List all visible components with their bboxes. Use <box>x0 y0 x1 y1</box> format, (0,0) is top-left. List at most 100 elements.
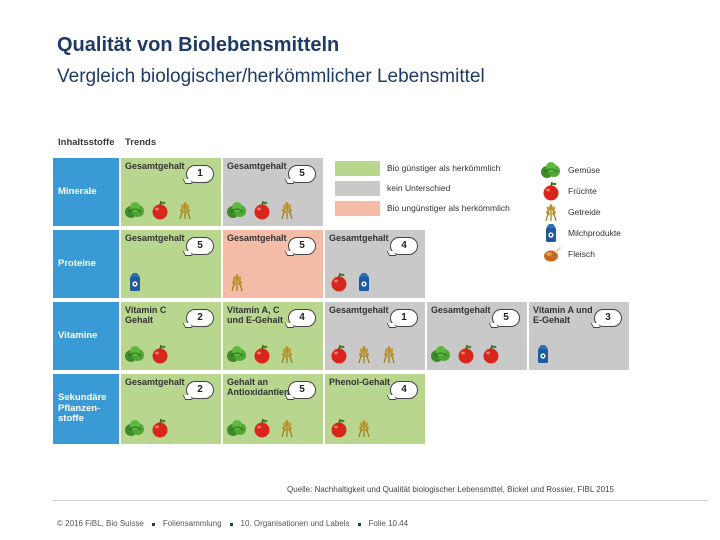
footer-collection: Foliensammlung <box>162 519 222 528</box>
grain-icon <box>174 200 196 220</box>
vegetable-icon <box>124 200 146 220</box>
trend-cell: Vitamin C Gehalt 2 <box>121 302 221 370</box>
trend-cell: Gesamtgehalt 5 <box>223 158 323 226</box>
food-icons <box>124 344 171 364</box>
score-bubble: 4 <box>288 309 316 327</box>
score-bubble: 5 <box>288 165 316 183</box>
meat-icon <box>540 244 562 264</box>
fruit-icon <box>328 272 350 292</box>
grain-icon <box>378 344 400 364</box>
food-icons <box>124 272 146 292</box>
legend-label-grains: Getreide <box>568 207 601 217</box>
grain-icon <box>276 200 298 220</box>
dairy-icon <box>540 223 562 243</box>
dairy-icon <box>124 272 146 292</box>
score-bubble: 2 <box>186 309 214 327</box>
grain-icon <box>353 418 375 438</box>
fruit-icon <box>251 344 273 364</box>
fruit-icon <box>328 418 350 438</box>
score-bubble: 4 <box>390 237 418 255</box>
legend-text-no-difference: kein Unterschied <box>387 183 451 193</box>
food-icons <box>328 344 400 364</box>
legend-label-meat: Fleisch <box>568 249 595 259</box>
score-bubble: 5 <box>288 381 316 399</box>
footer-separator <box>357 523 361 526</box>
row-label-secondary-compounds: Sekundäre Pflanzen-stoffe <box>53 374 119 444</box>
grain-icon <box>276 344 298 364</box>
food-icons <box>226 344 298 364</box>
score-bubble: 1 <box>390 309 418 327</box>
slide-title: Qualität von Biolebensmitteln <box>57 34 340 56</box>
score-bubble: 5 <box>186 237 214 255</box>
row-label-proteins: Proteine <box>53 230 119 298</box>
trend-cell: Gesamtgehalt 1 <box>121 158 221 226</box>
footer-separator <box>151 523 155 526</box>
trend-cell: Gesamtgehalt 5 <box>121 230 221 298</box>
footer-separator <box>229 523 233 526</box>
legend-swatch-no-difference <box>335 181 380 196</box>
trend-cell: Gesamtgehalt 2 <box>121 374 221 444</box>
legend-swatch-worse <box>335 201 380 216</box>
food-icons <box>226 200 298 220</box>
trend-cell: Gesamtgehalt 5 <box>223 230 323 298</box>
trend-cell: Gesamtgehalt 1 <box>325 302 425 370</box>
legend-item-fruits: Früchte <box>540 181 597 201</box>
fruit-icon <box>149 200 171 220</box>
food-icons <box>532 344 554 364</box>
trend-cell: Gehalt an Antioxidantien 5 <box>223 374 323 444</box>
vegetable-icon <box>540 160 562 180</box>
trend-cell-label: Gesamtgehalt <box>431 305 491 315</box>
footer-slide-number: Folie 10.44 <box>368 519 409 528</box>
slide-subtitle: Vergleich biologischer/herkömmlicher Leb… <box>57 66 485 87</box>
fruit-icon <box>480 344 502 364</box>
legend-label-dairy: Milchprodukte <box>568 228 621 238</box>
score-bubble: 2 <box>186 381 214 399</box>
grain-icon <box>540 202 562 222</box>
trend-cell-label: Gehalt an Antioxidantien <box>227 377 290 397</box>
food-icons <box>226 272 248 292</box>
column-header-ingredients: Inhaltsstoffe <box>58 137 115 148</box>
vegetable-icon <box>226 200 248 220</box>
vegetable-icon <box>124 418 146 438</box>
fruit-icon <box>149 344 171 364</box>
trend-cell-label: Gesamtgehalt <box>227 161 287 171</box>
row-label-minerals: Minerale <box>53 158 119 226</box>
fruit-icon <box>251 200 273 220</box>
trend-cell-label: Phenol-Gehalt <box>329 377 391 387</box>
trend-cell-label: Vitamin A und E-Gehalt <box>533 305 593 325</box>
fruit-icon <box>455 344 477 364</box>
footer-copyright: © 2016 FiBL, Bio Suisse <box>57 519 144 528</box>
vegetable-icon <box>430 344 452 364</box>
score-bubble: 3 <box>594 309 622 327</box>
legend-item-vegetables: Gemüse <box>540 160 600 180</box>
legend-item-dairy: Milchprodukte <box>540 223 621 243</box>
legend-text-better: Bio günstiger als herkömmlich <box>387 163 501 173</box>
trend-cell-label: Gesamtgehalt <box>125 161 185 171</box>
vegetable-icon <box>124 344 146 364</box>
trend-cell: Vitamin A, C und E-Gehalt 4 <box>223 302 323 370</box>
legend-label-vegetables: Gemüse <box>568 165 601 175</box>
fruit-icon <box>328 344 350 364</box>
food-icons <box>124 418 171 438</box>
trend-cell-label: Vitamin C Gehalt <box>125 305 167 325</box>
trend-cell-label: Gesamtgehalt <box>125 233 185 243</box>
fruit-icon <box>149 418 171 438</box>
trend-cell-label: Gesamtgehalt <box>329 305 389 315</box>
grain-icon <box>276 418 298 438</box>
food-icons <box>328 418 375 438</box>
score-bubble: 5 <box>492 309 520 327</box>
trend-cell-label: Vitamin A, C und E-Gehalt <box>227 305 283 325</box>
food-icons <box>226 418 298 438</box>
dairy-icon <box>353 272 375 292</box>
legend-swatch-better <box>335 161 380 176</box>
food-icons <box>328 272 375 292</box>
trend-cell-label: Gesamtgehalt <box>227 233 287 243</box>
trend-cell: Gesamtgehalt 5 <box>427 302 527 370</box>
legend-label-fruits: Früchte <box>568 186 597 196</box>
dairy-icon <box>532 344 554 364</box>
legend-item-grains: Getreide <box>540 202 601 222</box>
row-label-vitamins: Vitamine <box>53 302 119 370</box>
fruit-icon <box>540 181 562 201</box>
column-header-trends: Trends <box>125 137 157 148</box>
source-citation: Quelle: Nachhaltigkeit und Qualität biol… <box>287 485 614 494</box>
